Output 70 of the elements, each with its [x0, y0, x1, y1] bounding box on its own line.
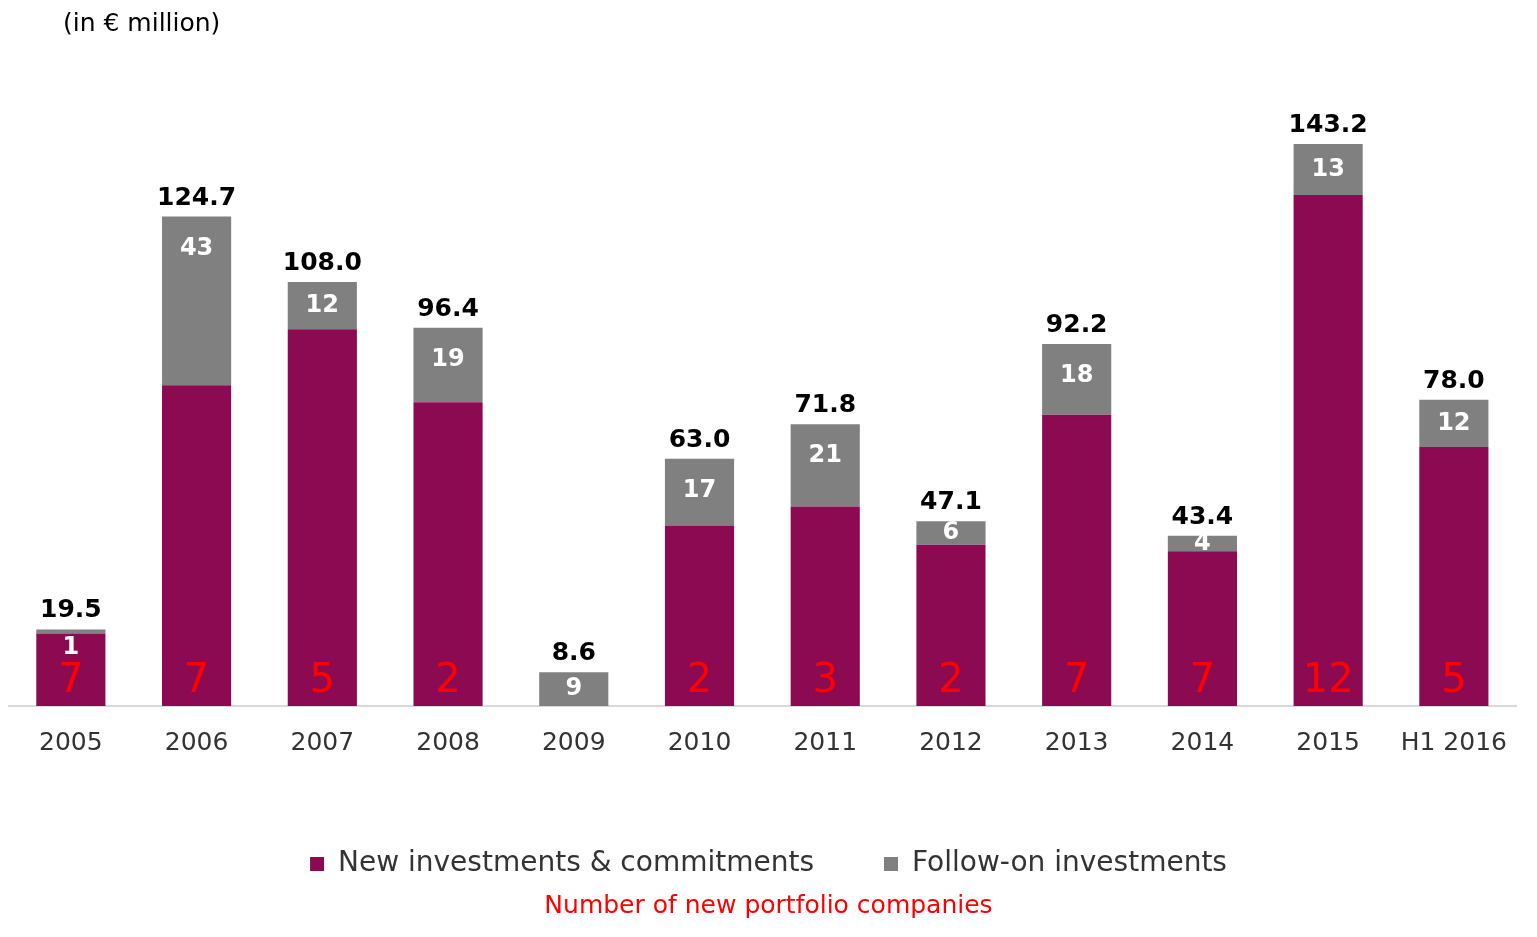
data-label: 13 [1311, 153, 1345, 182]
annotation: 5 [1441, 655, 1467, 702]
bar [916, 544, 986, 706]
bar [1167, 551, 1237, 706]
total-label: 43.4 [1171, 500, 1234, 530]
bar [413, 402, 483, 706]
data-label: 21 [808, 440, 842, 469]
total-label: 19.5 [40, 594, 102, 624]
total-label: 124.7 [157, 181, 237, 211]
bar [790, 506, 860, 706]
data-label: 17 [682, 474, 717, 503]
bar [790, 424, 860, 507]
text: Number of new portfolio companies [543, 890, 994, 919]
bar [162, 216, 232, 386]
data-label: 18 [1059, 360, 1094, 389]
x-tick-label: 2015 [1296, 726, 1360, 756]
total-label: 143.2 [1288, 108, 1368, 138]
total-label: 63.0 [668, 423, 731, 453]
total-label: 92.2 [1045, 309, 1108, 339]
annotation: 2 [686, 655, 713, 702]
x-tick-label: H1 2016 [1400, 726, 1507, 756]
x-tick-label: 2009 [541, 726, 606, 756]
bar [1042, 414, 1112, 706]
annotation: 7 [1063, 655, 1090, 702]
bar [36, 629, 106, 634]
x-tick-label: 2012 [919, 726, 983, 756]
total-label: 78.0 [1423, 364, 1485, 394]
bar [36, 633, 106, 706]
x-tick-label: 2010 [667, 726, 732, 756]
chart-title: (in € million) [63, 8, 221, 37]
data-label: 43 [179, 232, 214, 261]
data-label: 12 [305, 289, 340, 318]
annotation: 7 [183, 655, 210, 702]
x-tick-label: 2006 [164, 726, 229, 756]
data-label: 6 [942, 517, 960, 546]
bar [1042, 344, 1112, 415]
x-tick-label: 2011 [793, 726, 858, 756]
data-label: 19 [431, 343, 465, 372]
bar [664, 525, 735, 706]
bar [1293, 143, 1363, 195]
total-label: 96.4 [417, 292, 479, 322]
annotation: 2 [938, 655, 964, 702]
bar [287, 329, 357, 706]
bar [413, 327, 483, 403]
total-label: 71.8 [794, 389, 857, 419]
total-label: 8.6 [551, 637, 596, 667]
data-label: 9 [565, 673, 583, 702]
bar [539, 672, 609, 706]
data-label: 12 [1437, 407, 1471, 436]
total-label: 47.1 [920, 486, 982, 516]
legend-label: Follow-on investments [912, 845, 1227, 879]
annotation: 12 [1302, 655, 1354, 702]
annotation: 5 [309, 655, 336, 702]
x-tick-label: 2005 [39, 726, 103, 756]
total-label: 108.0 [282, 247, 362, 277]
bar [916, 521, 986, 545]
annotation: 3 [812, 655, 838, 702]
annotation: 2 [435, 655, 461, 702]
legend-label: New investments & commitments [338, 845, 815, 879]
x-tick-label: 2014 [1170, 726, 1235, 756]
x-tick-label: 2013 [1044, 726, 1109, 756]
bar [1293, 194, 1363, 706]
annotation: 7 [1189, 655, 1216, 702]
bar [287, 282, 357, 330]
x-tick-label: 2007 [290, 726, 355, 756]
bar [664, 458, 735, 526]
bar [162, 385, 232, 706]
bar [1419, 399, 1489, 447]
bar [1419, 446, 1489, 706]
x-tick-label: 2008 [416, 726, 480, 756]
